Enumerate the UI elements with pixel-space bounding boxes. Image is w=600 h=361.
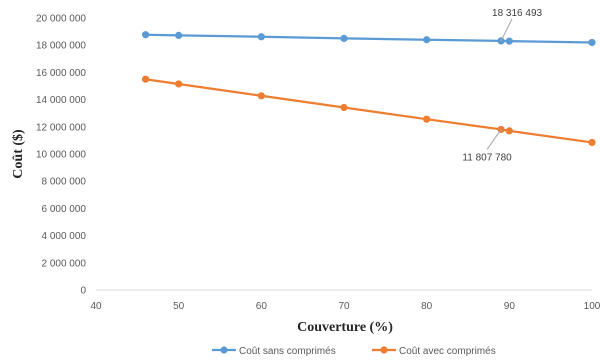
y-tick-label: 14 000 000 [36, 95, 86, 106]
data-point [257, 33, 265, 41]
y-tick-label: 0 [80, 286, 86, 297]
data-point [142, 75, 150, 83]
y-tick-label: 10 000 000 [36, 150, 86, 161]
data-point [423, 115, 431, 123]
x-tick-label: 80 [421, 301, 433, 312]
data-point [257, 92, 265, 100]
x-tick-label: 90 [504, 301, 516, 312]
data-point [175, 80, 183, 88]
y-tick-label: 2 000 000 [42, 258, 87, 269]
legend-marker-2 [380, 346, 388, 354]
data-point [588, 38, 596, 47]
y-tick-label: 18 000 000 [36, 41, 86, 52]
data-point [505, 37, 513, 45]
annotation-leader-line [500, 18, 513, 42]
data-point [142, 31, 150, 39]
data-point [340, 103, 348, 112]
y-tick-label: 16 000 000 [36, 68, 86, 79]
series-line-2 [145, 78, 593, 144]
x-tick-label: 60 [256, 301, 268, 312]
x-tick-label: 100 [584, 301, 600, 312]
y-tick-label: 8 000 000 [42, 177, 87, 188]
y-tick-label: 4 000 000 [42, 231, 87, 242]
x-axis-ticks: 40 50 60 70 80 90 100 [90, 301, 600, 312]
x-tick-label: 70 [338, 301, 350, 312]
y-tick-label: 12 000 000 [36, 122, 86, 133]
legend-marker-1 [220, 346, 228, 354]
data-point [340, 34, 348, 43]
y-tick-label: 20 000 000 [36, 14, 86, 25]
legend: Coût sans comprimés Coût avec comprimés [212, 346, 496, 357]
legend-label-2: Coût avec comprimés [399, 346, 496, 357]
legend-label-1: Coût sans comprimés [239, 346, 336, 357]
data-point [497, 37, 505, 45]
data-point [175, 31, 183, 40]
y-tick-label: 6 000 000 [42, 204, 87, 215]
y-axis-title: Coût ($) [11, 129, 26, 179]
annotation-layer: 18 316 493 11 807 780 [462, 8, 542, 164]
annotation-label: 18 316 493 [492, 8, 542, 19]
series-line-1 [145, 33, 593, 44]
annotation-leader-line [486, 129, 502, 150]
data-point [505, 127, 513, 135]
y-axis-ticks: 0 2 000 000 4 000 000 6 000 000 8 000 000 10 … [36, 14, 87, 297]
data-point [588, 138, 596, 147]
x-tick-label: 40 [90, 301, 102, 312]
annotation-label: 11 807 780 [462, 152, 512, 163]
x-axis-title: Couverture (%) [297, 320, 393, 335]
x-tick-label: 50 [173, 301, 185, 312]
series-layer [142, 31, 596, 147]
data-point [423, 36, 431, 44]
